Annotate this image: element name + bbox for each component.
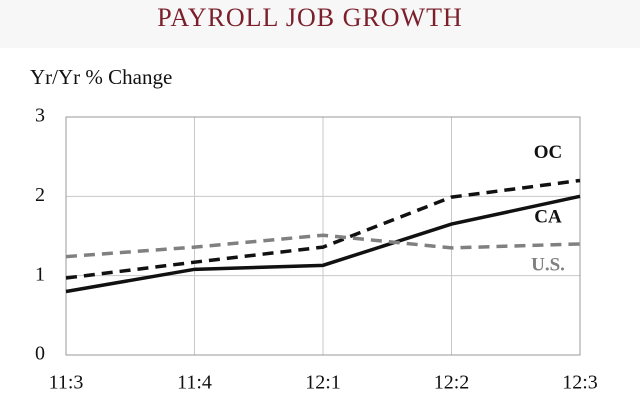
x-tick-label: 12:1 xyxy=(305,372,341,394)
series-line xyxy=(65,233,581,259)
x-tick-label: 12:3 xyxy=(562,372,598,394)
series-label: OC xyxy=(534,142,563,163)
series-label: CA xyxy=(534,207,562,228)
y-axis-label: Yr/Yr % Change xyxy=(30,65,172,89)
series-line xyxy=(65,178,581,280)
x-tick-label: 11:4 xyxy=(177,372,212,394)
plot-frame xyxy=(65,116,581,356)
y-tick-label: 2 xyxy=(35,184,45,206)
x-tick-label: 12:2 xyxy=(434,372,470,394)
series-label: U.S. xyxy=(531,254,565,275)
title-band xyxy=(0,0,640,48)
y-tick-label: 0 xyxy=(35,343,45,365)
series-line xyxy=(65,194,581,294)
x-tick-label: 11:3 xyxy=(49,372,84,394)
y-tick-label: 1 xyxy=(35,263,45,285)
chart-title: PAYROLL JOB GROWTH xyxy=(157,3,463,32)
y-tick-label: 3 xyxy=(35,105,45,127)
